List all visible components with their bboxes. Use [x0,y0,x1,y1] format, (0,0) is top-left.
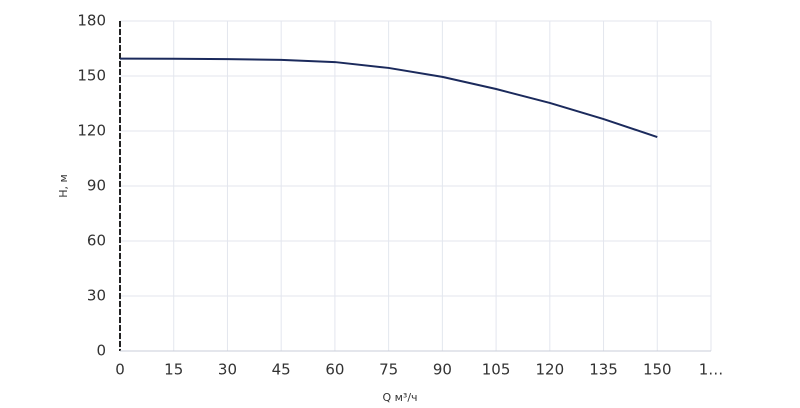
series-line [119,57,658,138]
x-tick-label: 15 [164,361,183,379]
y-tick-label: 120 [77,122,106,140]
x-tick-label: 90 [433,361,452,379]
x-axis-label: Q м³/ч [382,391,417,404]
x-tick-label: 135 [589,361,618,379]
y-tick-label: 0 [96,342,106,360]
x-tick-label: 150 [643,361,672,379]
x-tick-label: 1… [699,361,724,379]
x-tick-label: 75 [379,361,398,379]
y-tick-label: 180 [77,12,106,30]
y-tick-label: 90 [87,177,106,195]
y-tick-label: 60 [87,232,106,250]
x-tick-label: 105 [482,361,511,379]
y-axis-label: H, м [57,174,70,198]
x-tick-label: 0 [115,361,125,379]
x-tick-label: 120 [535,361,564,379]
y-tick-label: 30 [87,287,106,305]
x-tick-label: 60 [325,361,344,379]
x-tick-label: 30 [218,361,237,379]
y-tick-label: 150 [77,67,106,85]
x-tick-label: 45 [272,361,291,379]
